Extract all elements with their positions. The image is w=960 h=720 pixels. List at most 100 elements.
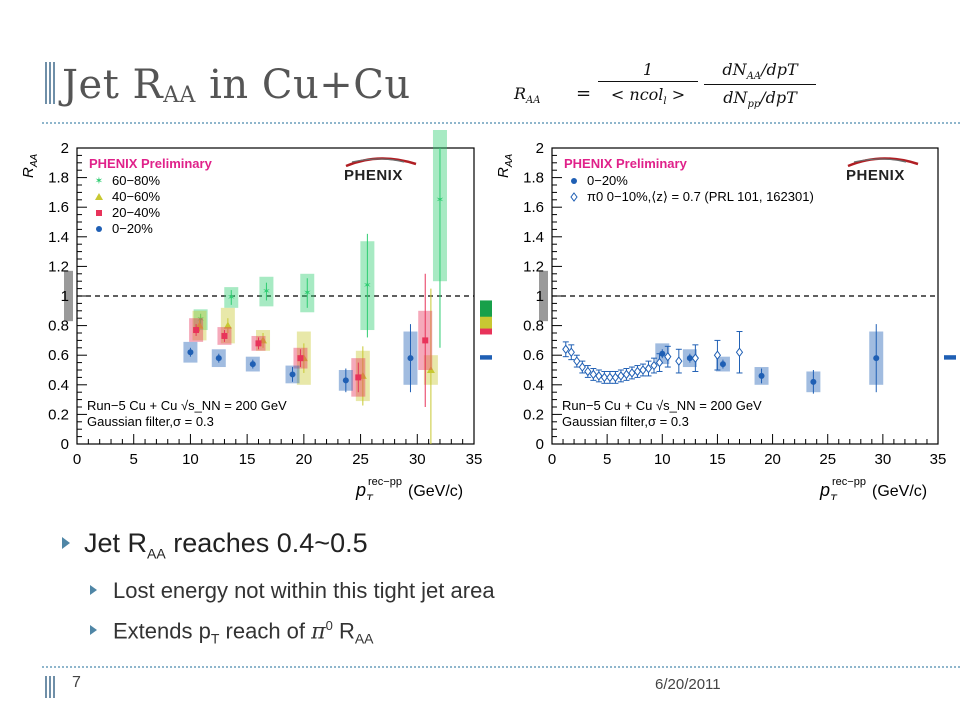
y-tick-label: 1.8: [48, 170, 69, 187]
data-point: [655, 357, 664, 368]
y-tick-label: 0.6: [523, 347, 544, 364]
data-point: ✶: [303, 288, 311, 299]
x-tick-label: 35: [930, 451, 947, 468]
series-1: [192, 288, 438, 444]
legend-marker: [570, 192, 578, 202]
legend-label: 60−80%: [112, 173, 161, 188]
y-tick-label: 1.8: [523, 170, 544, 187]
decorative-bar-top: [45, 62, 57, 104]
title-divider: [42, 122, 960, 124]
x-tick-label: 15: [709, 451, 726, 468]
x-tick-label: 25: [352, 451, 369, 468]
y-tick-label: 0.2: [48, 406, 69, 423]
raa-centrality-chart: 00.20.40.60.811.21.41.61.820 5 10 15 20 25 30 3…: [20, 130, 492, 500]
data-point: [589, 369, 597, 380]
annotation-preliminary: PHENIX Preliminary: [564, 156, 688, 171]
legend-label: 0−20%: [112, 221, 153, 236]
y-tick-label: 0.6: [48, 347, 69, 364]
legend-label: 0−20%: [587, 173, 628, 188]
y-tick-label: 0: [61, 436, 69, 453]
annotation-preliminary: PHENIX Preliminary: [89, 156, 213, 171]
y-axis-label: RAA: [20, 153, 40, 178]
legend-marker: [96, 226, 102, 232]
data-point: [195, 321, 204, 329]
x-tick-label: 5: [603, 451, 611, 468]
logo-arc-inner: [853, 158, 907, 163]
x-tick-label: 30: [875, 451, 892, 468]
data-point: [600, 372, 609, 383]
data-point: [606, 372, 614, 383]
data-point: [426, 366, 435, 373]
chart-panel-right: 0 0.2 0.4 0.6 0.8 1 1.2 1.4 1.6 1.8 2 0 5 10 15 20 25 30 3…: [492, 130, 960, 500]
bullet-arrow-icon: [90, 585, 97, 595]
plot-area: 00.20.40.60.811.21.41.61.820 5 10 15 20 25 30 3…: [20, 130, 492, 500]
raa-pi0-comparison-chart: 00.20.40.60.811.21.41.61.820 5 10 15 20 25 30 3…: [495, 140, 956, 500]
data-point: [355, 374, 362, 381]
footnote-run: Run−5 Cu + Cu √s_NN = 200 GeV: [562, 398, 762, 413]
data-point: ✶: [363, 281, 371, 292]
x-tick-label: 0: [548, 451, 556, 468]
data-point: [578, 362, 586, 372]
formula-lhs: RAA: [514, 84, 541, 107]
series-0: ✶ ✶ ✶ ✶ ✶ ✶: [193, 130, 447, 348]
data-point: [297, 355, 304, 362]
y-tick-label: 0.8: [523, 318, 544, 335]
x-axis-label-main: p: [355, 480, 366, 500]
x-tick-label: 10: [182, 451, 199, 468]
data-point: [249, 361, 256, 368]
x-tick-label: 30: [409, 451, 426, 468]
data-point: [639, 365, 647, 375]
y-axis-label: RAA: [495, 153, 515, 178]
data-point: [193, 327, 200, 334]
decorative-bar-bottom: [45, 676, 57, 698]
chart-panel-left: 0 0.2 0.4 0.6 0.8 1 1.2 1.4 1.6 1.8 2 0 5 10 15 20 25 30 3…: [12, 130, 492, 500]
footnote-filter: Gaussian filter,σ = 0.3: [87, 414, 214, 429]
data-point: [873, 355, 880, 362]
data-point: [644, 363, 653, 374]
series-2: [189, 273, 433, 407]
data-point: [342, 377, 349, 384]
x-tick-label: 35: [466, 451, 483, 468]
footnote-filter: Gaussian filter,σ = 0.3: [562, 414, 689, 429]
slide-title: Jet RAA in Cu+Cu: [62, 62, 411, 108]
normalization-band: [64, 270, 73, 322]
legend-label: 40−60%: [112, 189, 161, 204]
y-tick-label: 0.4: [48, 377, 69, 394]
data-point: [223, 321, 232, 329]
x-tick-label: 15: [239, 451, 256, 468]
data-point: [622, 369, 631, 380]
data-point: [735, 347, 744, 358]
x-tick-label: 25: [819, 451, 836, 468]
data-point: [562, 344, 570, 355]
formula-equals: =: [576, 83, 592, 104]
x-axis-label-sup: rec−pp: [368, 476, 402, 488]
data-point: ✶: [196, 315, 204, 326]
data-point: ✶: [227, 292, 235, 303]
y-tick-label: 2: [61, 140, 69, 157]
x-tick-label: 10: [654, 451, 671, 468]
x-tick-label: 5: [130, 451, 138, 468]
footnote-run: Run−5 Cu + Cu √s_NN = 200 GeV: [87, 398, 287, 413]
data-point: [289, 371, 296, 378]
normalization-box: [944, 355, 956, 360]
legend-marker: ✶: [95, 176, 103, 187]
x-axis-label-sup: rec−pp: [832, 476, 866, 488]
data-point: [628, 368, 636, 378]
data-point: ✶: [436, 195, 444, 206]
x-axis-label-sub: T: [366, 493, 374, 500]
data-point: [215, 355, 222, 362]
data-point: [595, 371, 603, 381]
data-point: [617, 371, 625, 381]
bullet-sub-1: Lost energy not within this tight jet ar…: [90, 578, 495, 604]
y-tick-label: 2: [536, 140, 544, 157]
y-tick-label: 1.2: [48, 258, 69, 275]
y-axis-label-sub: AA: [29, 153, 40, 168]
slide-date: 6/20/2011: [655, 676, 721, 693]
data-point: [664, 351, 672, 362]
normalization-band: [539, 270, 548, 322]
data-point: ✶: [262, 287, 270, 298]
y-tick-label: 0: [536, 436, 544, 453]
x-axis-label-unit: (GeV/c): [408, 483, 463, 500]
data-point: [221, 332, 228, 339]
y-tick-label: 1.6: [523, 199, 544, 216]
